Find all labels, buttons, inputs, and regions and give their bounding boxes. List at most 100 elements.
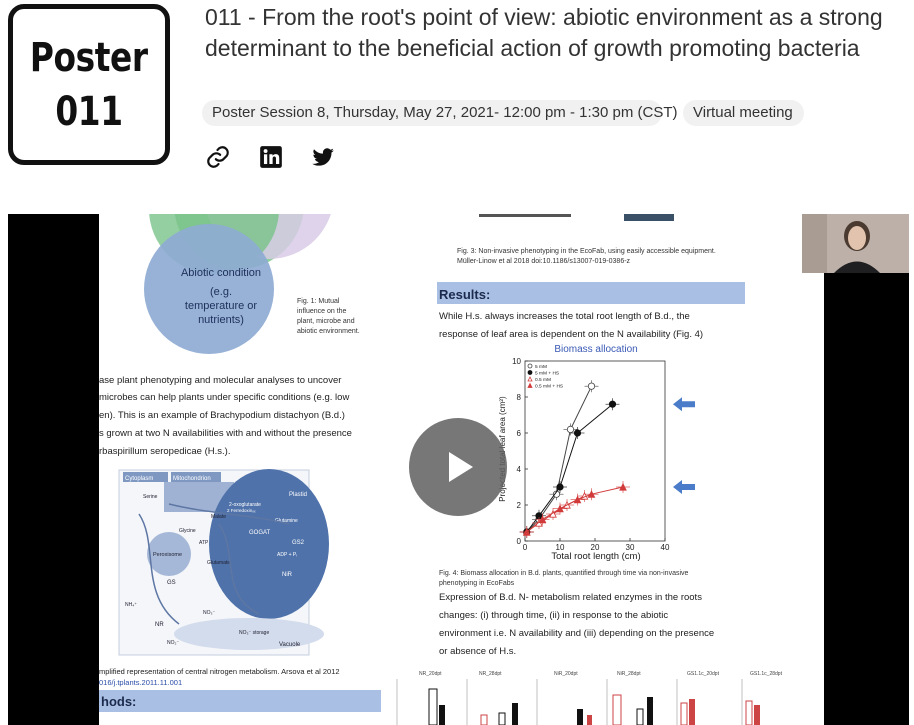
venn-circle-abiotic [144, 224, 274, 354]
mini-chart-title-2: NR_28dpt [479, 671, 502, 677]
poster-badge: Poster 011 [8, 4, 170, 165]
pathway-label-nir: NiR [282, 572, 293, 578]
pathway-label-nr: NR [155, 622, 164, 628]
data-point [608, 400, 617, 408]
intro-line-2: microbes can help plants under specific … [99, 392, 349, 403]
expression-text-2: changes: (i) through time, (ii) in respo… [439, 610, 668, 621]
x-tick-label: 20 [591, 543, 600, 552]
data-point [573, 429, 582, 437]
data-point [527, 370, 533, 375]
legend-entry: 0.5 mM + HS [535, 384, 563, 390]
pathway-label-gogat: GOGAT [249, 530, 271, 536]
badge-line-2: 011 [55, 88, 123, 135]
fig1-caption-4: abiotic environment. [297, 328, 360, 335]
data-point [522, 527, 531, 536]
venn-label-3: temperature or [185, 300, 257, 312]
pathway-label-mitochondrion: Mitochondrion [173, 476, 211, 482]
pathway-label-peroxisome: Peroxisome [153, 552, 182, 558]
data-point [527, 376, 533, 382]
x-tick-label: 30 [626, 543, 635, 552]
pathway-label-ferredoxin: 2 Ferredoxinₒₓ [227, 508, 256, 513]
presenter-webcam [802, 214, 909, 273]
biomass-allocation-chart: Biomass allocation Total root length (cm… [498, 344, 695, 562]
play-button[interactable] [409, 418, 507, 516]
mini-chart-title-4: NiR_28dpt [617, 671, 641, 677]
pathway-label-gs2: GS2 [292, 540, 305, 546]
pathway-label-nitrate-storage: NO₃⁻ storage [239, 630, 269, 636]
venn-label-1: Abiotic condition [181, 267, 261, 279]
legend-entry: 5 mM [535, 364, 547, 370]
pathway-label-glycine: Glycine [179, 528, 196, 534]
data-point [556, 504, 564, 513]
data-point [573, 495, 582, 504]
highlight-arrow [673, 480, 695, 494]
nitrogen-pathway-figure: Cytoplasm Mitochondrion Plastid Peroxiso… [118, 469, 329, 656]
pathway-label-cytoplasm: Cytoplasm [125, 476, 153, 482]
fig3-caption-1: Fig. 3: Non-invasive phenotyping in the … [457, 248, 716, 255]
y-tick-label: 8 [517, 393, 522, 402]
pathway-label-plastid: Plastid [289, 492, 307, 498]
mini-chart-title-6: GS1.1c_28dpt [750, 671, 783, 677]
video-player[interactable]: Abiotic condition (e.g. temperature or n… [8, 214, 909, 725]
poster-title: 011 - From the root's point of view: abi… [205, 4, 883, 61]
play-icon [449, 452, 473, 482]
fig4-caption-2: phenotyping in EcoFabs [439, 580, 515, 587]
mini-chart-title-1: NR_20dpt [419, 671, 442, 677]
y-tick-label: 2 [517, 501, 522, 510]
results-text-2: response of leaf area is dependent on th… [439, 329, 703, 340]
results-heading: Results: [439, 287, 490, 302]
y-tick-label: 10 [512, 357, 521, 366]
venn-label-4: nutrients) [198, 314, 244, 326]
pathway-label-vacuole: Vacuole [279, 642, 301, 648]
expression-text-4: or absence of H.s. [439, 646, 516, 657]
pathway-label-nitrite: NO₂⁻ [167, 640, 179, 646]
pathway-label-oxoglutarate: 2-oxoglutarate [229, 502, 261, 508]
fig3-caption-2: Müller-Linow et al 2018 doi:10.1186/s130… [457, 258, 631, 265]
pathway-label-glutamate: Glutamate [207, 560, 230, 566]
intro-line-5: rbaspirillum seropedicae (H.s.). [99, 446, 230, 457]
pathway-label-adp: ADP + Pᵢ [277, 552, 297, 558]
fig2-caption-1: mplified representation of central nitro… [99, 667, 340, 676]
fig1-caption-3: plant, microbe and [297, 318, 355, 325]
data-point [587, 490, 596, 498]
chart-title: Biomass allocation [554, 344, 637, 355]
y-tick-label: 6 [517, 429, 522, 438]
data-point [527, 382, 533, 388]
data-point [527, 363, 533, 369]
venue-badge: Virtual meeting [683, 100, 804, 126]
y-tick-label: 4 [517, 465, 522, 474]
data-point [556, 483, 564, 491]
highlight-arrow [673, 397, 695, 412]
pathway-label-atp: ATP [199, 540, 209, 546]
expression-text-1: Expression of B.d. N- metabolism related… [439, 592, 702, 603]
x-tick-label: 40 [661, 543, 670, 552]
legend-entry: 5 mM + HS [535, 371, 559, 377]
linkedin-icon[interactable] [258, 144, 284, 170]
legend-entry: 0.5 mM [535, 377, 551, 383]
pathway-label-nitrate: NO₃⁻ [203, 610, 216, 616]
data-point [538, 515, 547, 524]
pathway-label-serine: Serine [143, 494, 158, 500]
pathway-label-gs: GS [167, 580, 176, 586]
methods-heading-bar [99, 690, 381, 712]
methods-heading: hods: [101, 694, 136, 709]
intro-line-4: s grown at two N availabilities with and… [99, 428, 352, 439]
data-point [566, 425, 575, 433]
results-text-1: While H.s. always increases the total ro… [439, 311, 690, 322]
x-tick-label: 10 [556, 543, 565, 552]
fig1-caption-1: Fig. 1: Mutual [297, 298, 340, 305]
expression-bar-charts: NR_20dpt NR_28dpt NiR_20dpt [396, 671, 783, 725]
results-heading-bar [437, 282, 745, 304]
fig4-caption-1: Fig. 4: Biomass allocation in B.d. plant… [439, 570, 689, 577]
pathway-label-malate: Malate [211, 514, 226, 520]
venn-label-2: (e.g. [210, 286, 232, 298]
data-point [619, 482, 627, 491]
chart-xlabel: Total root length (cm) [551, 551, 640, 562]
twitter-icon[interactable] [310, 144, 336, 170]
pathway-label-ammonium: NH₄⁺ [125, 602, 137, 608]
intro-line-1: ase plant phenotyping and molecular anal… [99, 375, 341, 386]
link-icon[interactable] [205, 144, 231, 170]
x-tick-label: 0 [523, 543, 528, 552]
data-point [587, 382, 596, 390]
badge-line-1: Poster [30, 34, 148, 81]
